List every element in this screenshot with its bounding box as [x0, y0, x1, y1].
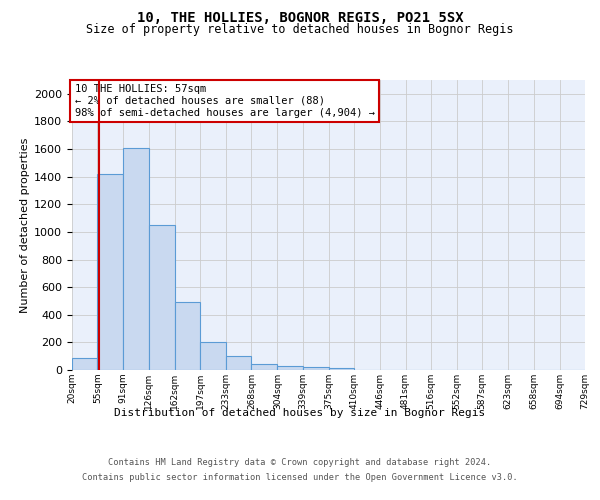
- Text: Size of property relative to detached houses in Bognor Regis: Size of property relative to detached ho…: [86, 24, 514, 36]
- Bar: [200, 342, 226, 370]
- Bar: [149, 225, 175, 370]
- Bar: [124, 148, 149, 370]
- Y-axis label: Number of detached properties: Number of detached properties: [20, 138, 30, 312]
- Text: 10, THE HOLLIES, BOGNOR REGIS, PO21 5SX: 10, THE HOLLIES, BOGNOR REGIS, PO21 5SX: [137, 10, 463, 24]
- Bar: [226, 356, 251, 370]
- Bar: [329, 368, 354, 370]
- Text: 10 THE HOLLIES: 57sqm
← 2% of detached houses are smaller (88)
98% of semi-detac: 10 THE HOLLIES: 57sqm ← 2% of detached h…: [74, 84, 374, 117]
- Text: Contains HM Land Registry data © Crown copyright and database right 2024.: Contains HM Land Registry data © Crown c…: [109, 458, 491, 467]
- Bar: [303, 367, 329, 370]
- Bar: [97, 174, 124, 370]
- Bar: [251, 364, 277, 370]
- Bar: [175, 302, 200, 370]
- Bar: [277, 366, 303, 370]
- Bar: [72, 358, 97, 370]
- Text: Contains public sector information licensed under the Open Government Licence v3: Contains public sector information licen…: [82, 473, 518, 482]
- Text: Distribution of detached houses by size in Bognor Regis: Distribution of detached houses by size …: [115, 408, 485, 418]
